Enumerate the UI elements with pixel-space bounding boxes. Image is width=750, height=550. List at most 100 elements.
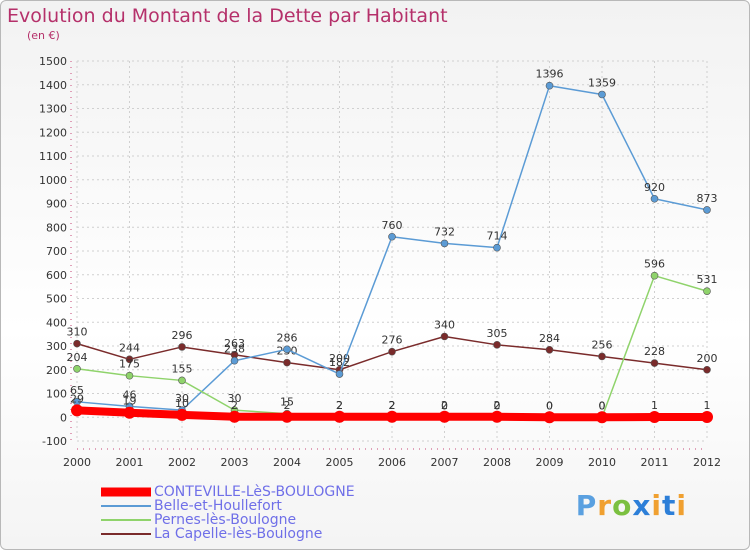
data-label: 286 xyxy=(277,331,298,344)
legend-item: Belle-et-Houllefort xyxy=(101,499,355,513)
data-label: 714 xyxy=(487,230,508,243)
data-label: 263 xyxy=(224,337,245,350)
data-point xyxy=(648,411,661,424)
data-label: 0 xyxy=(546,399,553,412)
chart-legend: CONTEVILLE-LèS-BOULOGNE Belle-et-Houllefo… xyxy=(101,485,355,541)
data-label: 30 xyxy=(175,392,189,405)
x-tick-label: 2002 xyxy=(168,456,196,469)
data-point xyxy=(176,408,188,421)
data-point xyxy=(438,410,451,423)
data-label: 155 xyxy=(172,362,193,375)
legend-label: La Capelle-lès-Boulogne xyxy=(154,526,323,542)
x-tick-label: 2006 xyxy=(378,456,406,469)
data-point xyxy=(73,339,81,348)
x-tick-label: 2012 xyxy=(693,456,721,469)
y-tick-label: 100 xyxy=(46,388,67,401)
y-tick-label: 700 xyxy=(46,245,67,258)
data-label: 2 xyxy=(284,399,291,412)
y-tick-label: 300 xyxy=(46,340,67,353)
y-tick-label: 1300 xyxy=(39,103,67,116)
chart-title: Evolution du Montant de la Dette par Hab… xyxy=(7,5,448,27)
y-tick-label: 800 xyxy=(46,221,67,234)
x-tick-label: 2003 xyxy=(221,456,249,469)
data-label: 2 xyxy=(389,399,396,412)
data-label: 2 xyxy=(231,399,238,412)
data-label: 19 xyxy=(123,395,137,408)
data-point xyxy=(178,376,186,385)
data-label: 200 xyxy=(697,352,718,365)
data-point xyxy=(703,287,711,295)
x-tick-label: 2000 xyxy=(63,456,91,469)
data-label: 1 xyxy=(704,399,711,412)
data-point xyxy=(386,410,398,423)
data-point xyxy=(228,410,241,423)
data-point xyxy=(493,341,501,349)
legend-item: CONTEVILLE-LèS-BOULOGNE xyxy=(101,485,355,499)
data-label: 228 xyxy=(644,345,665,358)
data-label: 296 xyxy=(172,329,193,342)
y-tick-label: 200 xyxy=(46,364,67,377)
data-point xyxy=(650,271,659,280)
data-label: 305 xyxy=(487,327,508,340)
x-tick-label: 2007 xyxy=(431,456,459,469)
proxiti-logo: Proxiti xyxy=(575,489,687,522)
y-tick-label: 1100 xyxy=(39,150,67,163)
data-point xyxy=(283,358,291,367)
x-tick-label: 2008 xyxy=(483,456,511,469)
x-tick-label: 2005 xyxy=(326,456,354,469)
chart-subtitle: (en €) xyxy=(27,29,60,42)
data-point xyxy=(703,365,711,374)
data-point xyxy=(123,406,136,419)
data-label: 920 xyxy=(644,181,665,194)
data-point xyxy=(440,332,449,341)
data-point xyxy=(73,364,81,373)
data-label: 244 xyxy=(119,341,140,354)
data-label: 15 xyxy=(280,396,294,409)
data-point xyxy=(545,345,554,354)
data-point xyxy=(440,239,449,248)
y-tick-label: 900 xyxy=(46,198,67,211)
data-label: 204 xyxy=(67,351,88,364)
y-tick-label: 500 xyxy=(46,293,67,306)
data-label: 340 xyxy=(434,319,455,332)
y-tick-label: 0 xyxy=(60,411,67,424)
data-label: 46 xyxy=(123,388,137,401)
y-tick-label: 1200 xyxy=(39,126,67,139)
data-point xyxy=(125,371,134,380)
data-label: 238 xyxy=(224,343,245,356)
x-tick-label: 2009 xyxy=(536,456,564,469)
data-point xyxy=(491,410,503,423)
data-label: 0 xyxy=(441,399,448,412)
data-label: 2 xyxy=(336,399,343,412)
data-label: 276 xyxy=(382,334,403,347)
data-point xyxy=(598,90,606,99)
y-tick-label: 1500 xyxy=(39,55,67,68)
data-point xyxy=(333,410,346,423)
legend-swatch xyxy=(101,499,151,513)
legend-label: Belle-et-Houllefort xyxy=(154,498,282,514)
y-tick-label: 1400 xyxy=(39,79,67,92)
data-label: 2 xyxy=(441,399,448,412)
data-label: 65 xyxy=(70,384,84,397)
data-label: 182 xyxy=(329,356,350,369)
data-label: 2 xyxy=(336,399,343,412)
data-label: 531 xyxy=(697,273,718,286)
data-point xyxy=(388,232,396,241)
data-label: 1396 xyxy=(536,68,564,81)
data-point xyxy=(701,411,713,424)
data-label: 0 xyxy=(546,399,553,412)
data-point xyxy=(283,345,291,354)
data-point xyxy=(125,355,134,364)
data-label: 1 xyxy=(651,399,658,412)
data-label: 0 xyxy=(599,399,606,412)
y-tick-label: -100 xyxy=(42,435,67,448)
legend-swatch xyxy=(101,485,151,499)
data-label: 732 xyxy=(434,225,455,238)
data-label: 873 xyxy=(697,192,718,205)
data-label: 175 xyxy=(119,358,140,371)
data-label: 10 xyxy=(175,397,189,410)
data-point xyxy=(650,359,659,367)
y-tick-label: 600 xyxy=(46,269,67,282)
data-point xyxy=(650,194,659,203)
